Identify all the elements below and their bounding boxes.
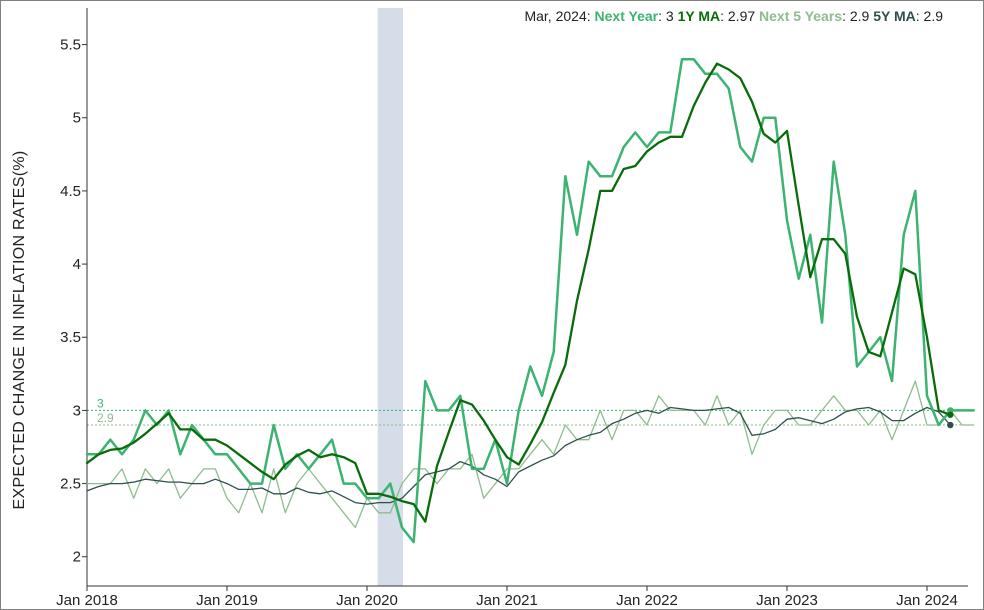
series-line-5y-ma: [86, 406, 951, 505]
y-axis-label: EXPECTED CHANGE IN INFLATION RATES(%): [11, 151, 28, 510]
recession-band: [377, 8, 403, 586]
legend-next-5-years-label: Next 5 Years: [759, 8, 842, 24]
legend-1y-ma-label: 1Y MA: [678, 8, 721, 24]
series-line-next-5-years: [86, 380, 975, 529]
end-point-1y-ma: [947, 411, 954, 418]
y-tick-label: 2.5: [60, 476, 81, 493]
x-tick-label: Jan 2021: [476, 592, 538, 609]
legend-next-year-value: 3: [666, 8, 674, 24]
legend-1y-ma-value: 2.97: [728, 8, 755, 24]
x-tick-label: Jan 2018: [56, 592, 118, 609]
end-point-next-year: [947, 407, 954, 414]
y-tick-label: 5.5: [60, 37, 81, 54]
y-tick-label: 3.5: [60, 329, 81, 346]
reference-line-label: 3: [97, 396, 104, 410]
x-tick-label: Jan 2023: [756, 592, 818, 609]
reference-line-label: 2.9: [97, 411, 114, 425]
legend-next-year-label: Next Year: [595, 8, 659, 24]
y-tick-label: 5: [73, 110, 81, 127]
x-tick-label: Jan 2024: [896, 592, 958, 609]
legend-5y-ma-value: 2.9: [924, 8, 944, 24]
legend-5y-ma-label: 5Y MA: [873, 8, 916, 24]
y-tick-label: 3: [73, 402, 81, 419]
series-line-next-year: [85, 57, 975, 544]
x-tick-label: Jan 2020: [336, 592, 398, 609]
chart-legend: Mar, 2024: Next Year: 3 1Y MA: 2.97 Next…: [524, 8, 943, 24]
y-tick-label: 4.5: [60, 183, 81, 200]
y-tick-label: 4: [73, 256, 81, 273]
legend-next-5-years-value: 2.9: [850, 8, 870, 24]
series-line-1y-ma: [85, 62, 952, 523]
x-tick-label: Jan 2022: [616, 592, 678, 609]
x-tick-label: Jan 2019: [196, 592, 258, 609]
end-point-5y-ma: [947, 421, 954, 429]
y-tick-label: 2: [73, 549, 81, 566]
legend-date: Mar, 2024: [524, 8, 586, 24]
